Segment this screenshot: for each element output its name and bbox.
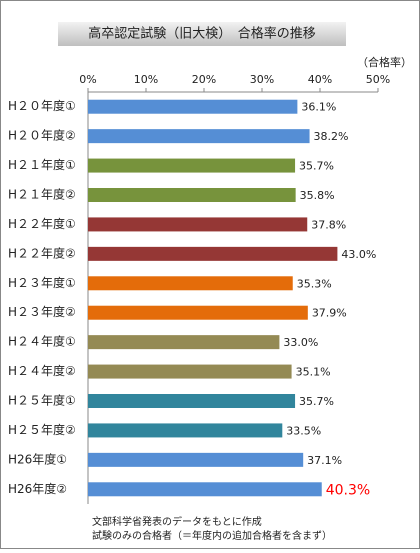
y-tick-label: H26年度② xyxy=(8,481,67,496)
y-tick-label: H２５年度② xyxy=(8,422,76,437)
unit-label: （合格率） xyxy=(357,55,412,69)
value-label: 35.3% xyxy=(297,277,332,290)
value-label: 33.0% xyxy=(283,336,318,349)
value-label: 43.0% xyxy=(341,248,376,261)
value-label: 35.1% xyxy=(296,366,331,379)
y-tick-label: H２３年度① xyxy=(8,275,76,290)
bar xyxy=(88,276,293,291)
bar xyxy=(88,99,298,114)
y-tick-label: H２０年度① xyxy=(8,98,76,113)
bar xyxy=(88,452,304,467)
value-label: 40.3% xyxy=(326,482,370,498)
value-label: 37.1% xyxy=(307,454,342,467)
y-tick-label: H26年度① xyxy=(8,451,67,466)
x-tick-label: 0% xyxy=(79,73,96,86)
note: 文部科学省発表のデータをもとに作成 xyxy=(92,515,262,528)
bar xyxy=(88,188,296,202)
y-tick-label: H２２年度① xyxy=(8,216,76,231)
value-label: 38.2% xyxy=(314,130,349,143)
x-tick-label: 50% xyxy=(366,73,390,86)
x-tick-label: 40% xyxy=(308,73,332,86)
note: 試験のみの合格者（＝年度内の追加合格者を含まず） xyxy=(92,529,332,542)
y-tick-label: H２０年度② xyxy=(8,128,76,143)
y-tick-label: H２５年度① xyxy=(8,393,76,408)
y-tick-label: H２２年度② xyxy=(8,245,76,260)
bar xyxy=(88,423,283,438)
y-tick-label: H２３年度② xyxy=(8,304,76,319)
bar xyxy=(88,482,322,497)
bar xyxy=(88,158,296,173)
y-tick-label: H２４年度② xyxy=(8,363,76,378)
y-tick-label: H２４年度① xyxy=(8,334,76,349)
title-box xyxy=(58,22,346,46)
bar xyxy=(88,394,296,408)
value-label: 33.5% xyxy=(286,424,321,437)
bar xyxy=(88,129,310,144)
value-label: 35.8% xyxy=(300,189,335,202)
x-tick-label: 20% xyxy=(192,73,216,86)
value-label: 35.7% xyxy=(299,395,334,408)
y-tick-label: H２１年度② xyxy=(8,187,76,202)
value-label: 37.8% xyxy=(311,218,346,231)
bar xyxy=(88,335,280,350)
x-tick-label: 30% xyxy=(250,73,274,86)
bar xyxy=(88,364,292,379)
value-label: 36.1% xyxy=(301,101,336,114)
chart-title: 高卒認定試験（旧大検） 合格率の推移 xyxy=(88,26,316,42)
bar xyxy=(88,246,338,261)
value-label: 37.9% xyxy=(312,307,347,320)
bar xyxy=(88,305,308,320)
bar xyxy=(88,217,308,232)
x-tick-label: 10% xyxy=(134,73,158,86)
value-label: 35.7% xyxy=(299,160,334,173)
y-tick-label: H２１年度① xyxy=(8,157,76,172)
